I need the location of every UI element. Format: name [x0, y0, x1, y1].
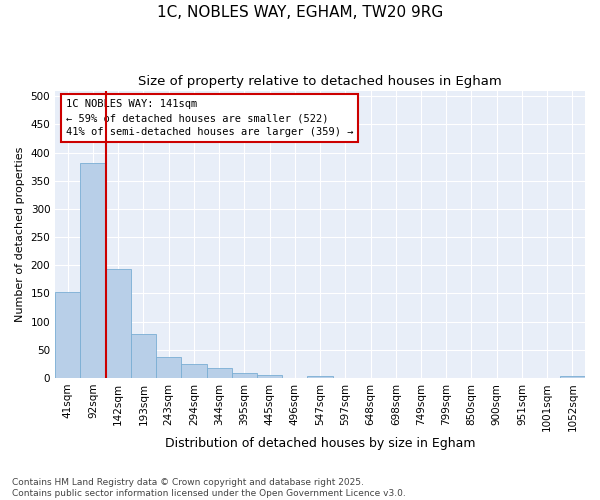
Bar — [106, 269, 131, 378]
Bar — [257, 375, 282, 378]
Bar — [55, 292, 80, 378]
Bar — [206, 368, 232, 378]
Text: 1C, NOBLES WAY, EGHAM, TW20 9RG: 1C, NOBLES WAY, EGHAM, TW20 9RG — [157, 5, 443, 20]
Y-axis label: Number of detached properties: Number of detached properties — [15, 146, 25, 322]
Text: 1C NOBLES WAY: 141sqm
← 59% of detached houses are smaller (522)
41% of semi-det: 1C NOBLES WAY: 141sqm ← 59% of detached … — [66, 99, 353, 137]
Bar — [232, 374, 257, 378]
Bar — [156, 356, 181, 378]
Bar — [181, 364, 206, 378]
Bar — [131, 334, 156, 378]
Bar — [560, 376, 585, 378]
Text: Contains HM Land Registry data © Crown copyright and database right 2025.
Contai: Contains HM Land Registry data © Crown c… — [12, 478, 406, 498]
Title: Size of property relative to detached houses in Egham: Size of property relative to detached ho… — [138, 75, 502, 88]
Bar — [80, 164, 106, 378]
Bar — [307, 376, 332, 378]
X-axis label: Distribution of detached houses by size in Egham: Distribution of detached houses by size … — [165, 437, 475, 450]
